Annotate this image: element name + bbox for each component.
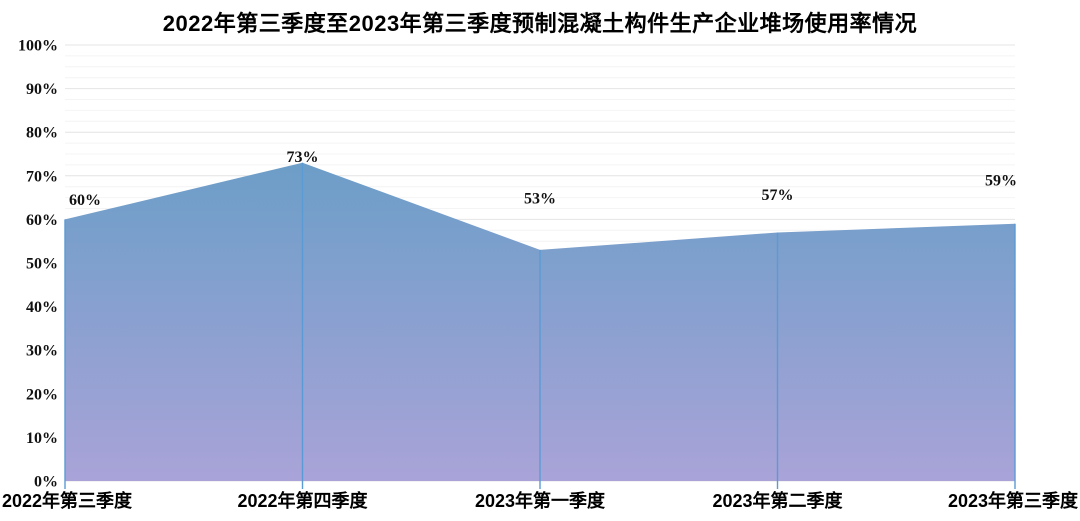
data-label: 60% bbox=[69, 192, 101, 209]
data-label: 53% bbox=[524, 190, 556, 207]
data-label: 57% bbox=[762, 187, 794, 204]
data-label: 59% bbox=[985, 172, 1017, 189]
y-tick-label: 60% bbox=[26, 212, 58, 229]
y-tick-label: 50% bbox=[26, 256, 58, 273]
data-label: 73% bbox=[287, 149, 319, 166]
x-axis-label: 2022年第四季度 bbox=[237, 490, 368, 511]
y-tick-label: 90% bbox=[26, 81, 58, 98]
y-tick-label: 10% bbox=[26, 430, 58, 447]
y-tick-label: 40% bbox=[26, 299, 58, 316]
chart-title: 2022年第三季度至2023年第三季度预制混凝土构件生产企业堆场使用率情况 bbox=[162, 11, 918, 36]
y-tick-label: 100% bbox=[18, 38, 58, 55]
y-tick-label: 80% bbox=[26, 125, 58, 142]
y-tick-label: 70% bbox=[26, 168, 58, 185]
y-tick-label: 30% bbox=[26, 343, 58, 360]
y-tick-label: 20% bbox=[26, 386, 58, 403]
x-axis-label: 2023年第一季度 bbox=[475, 490, 606, 511]
y-tick-label: 0% bbox=[34, 474, 58, 491]
x-axis-label: 2022年第三季度 bbox=[2, 490, 133, 511]
x-axis-label: 2023年第三季度 bbox=[948, 490, 1079, 511]
x-axis-label: 2023年第二季度 bbox=[712, 490, 843, 511]
